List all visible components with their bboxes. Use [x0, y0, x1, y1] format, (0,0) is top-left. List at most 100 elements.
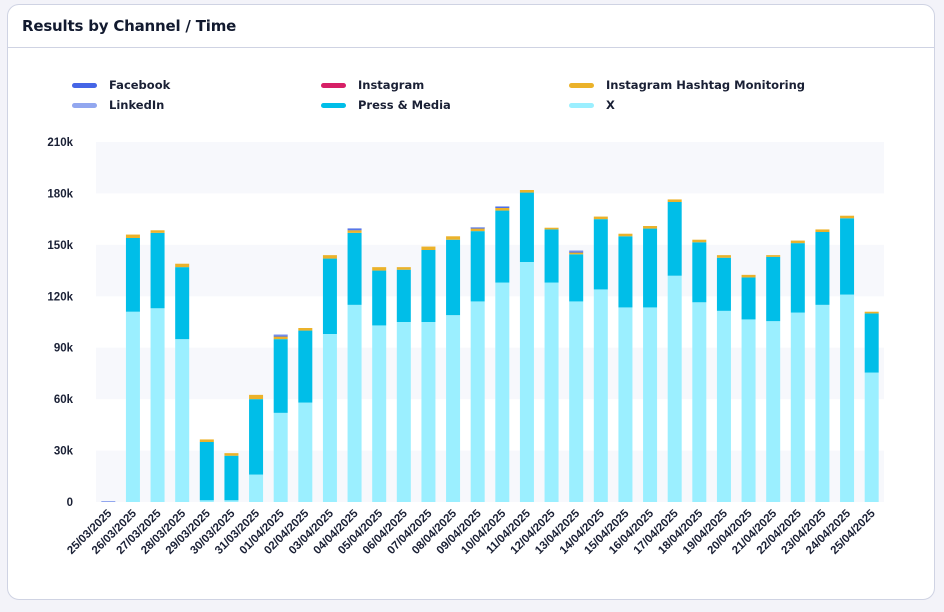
bar-segment-x[interactable] — [249, 474, 264, 502]
bar-segment-facebook[interactable] — [569, 251, 584, 253]
bar-segment-x[interactable] — [495, 282, 510, 502]
bar-segment-press-media[interactable] — [840, 218, 855, 295]
bar-segment-press-media[interactable] — [199, 442, 214, 501]
bar-group[interactable] — [224, 453, 239, 502]
bar-group[interactable] — [519, 190, 534, 502]
bar-group[interactable] — [175, 263, 190, 502]
bar-segment-instagram-hashtag-monitoring[interactable] — [593, 216, 608, 220]
bar-group[interactable] — [741, 274, 756, 502]
bar-segment-x[interactable] — [446, 315, 461, 502]
bar-group[interactable] — [544, 227, 559, 502]
bar-segment-x[interactable] — [618, 307, 633, 502]
bar-group[interactable] — [692, 239, 707, 502]
bar-segment-x[interactable] — [569, 301, 584, 502]
bar-group[interactable] — [569, 250, 584, 502]
bar-segment-press-media[interactable] — [569, 254, 584, 302]
bar-segment-instagram-hashtag-monitoring[interactable] — [716, 255, 731, 258]
bar-segment-x[interactable] — [396, 322, 411, 502]
bar-segment-x[interactable] — [519, 262, 534, 502]
legend-item-facebook[interactable]: Facebook — [72, 78, 170, 92]
bar-segment-instagram-hashtag-monitoring[interactable] — [840, 215, 855, 219]
bar-group[interactable] — [298, 328, 313, 502]
bar-segment-press-media[interactable] — [864, 313, 879, 373]
bar-segment-press-media[interactable] — [347, 232, 362, 305]
bar-group[interactable] — [716, 255, 731, 502]
bar-segment-x[interactable] — [741, 319, 756, 502]
bar-group[interactable] — [372, 267, 387, 502]
bar-group[interactable] — [101, 501, 116, 502]
bar-segment-instagram-hashtag-monitoring[interactable] — [322, 255, 337, 259]
bar-group[interactable] — [766, 255, 781, 502]
bar-segment-press-media[interactable] — [372, 270, 387, 326]
bar-segment-instagram-hashtag-monitoring[interactable] — [544, 227, 559, 230]
bar-segment-press-media[interactable] — [298, 330, 313, 403]
bar-segment-x[interactable] — [815, 304, 830, 502]
bar-group[interactable] — [840, 215, 855, 502]
bar-segment-x[interactable] — [643, 307, 658, 502]
bar-segment-linkedin[interactable] — [273, 334, 288, 336]
bar-segment-instagram-hashtag-monitoring[interactable] — [470, 228, 485, 232]
bar-group[interactable] — [199, 439, 214, 502]
bar-segment-press-media[interactable] — [495, 210, 510, 283]
legend-item-instagram-hashtag-monitoring[interactable]: Instagram Hashtag Monitoring — [569, 78, 805, 92]
bar-segment-press-media[interactable] — [741, 277, 756, 320]
bar-group[interactable] — [446, 236, 461, 502]
bar-segment-instagram-hashtag-monitoring[interactable] — [199, 439, 214, 442]
bar-segment-press-media[interactable] — [150, 232, 165, 309]
bar-segment-x[interactable] — [273, 412, 288, 502]
bar-segment-x[interactable] — [175, 339, 190, 502]
bar-segment-press-media[interactable] — [125, 238, 140, 312]
bar-segment-x[interactable] — [199, 500, 214, 502]
bar-segment-instagram-hashtag-monitoring[interactable] — [249, 394, 264, 400]
bar-segment-press-media[interactable] — [618, 236, 633, 308]
bar-segment-instagram-hashtag-monitoring[interactable] — [446, 236, 461, 240]
bar-segment-x[interactable] — [347, 304, 362, 502]
bar-segment-facebook[interactable] — [495, 207, 510, 208]
legend-item-x[interactable]: X — [569, 98, 615, 112]
bar-segment-facebook[interactable] — [347, 229, 362, 231]
bar-segment-linkedin[interactable] — [347, 228, 362, 230]
bar-group[interactable] — [421, 246, 436, 502]
bar-segment-instagram-hashtag-monitoring[interactable] — [347, 230, 362, 233]
bar-group[interactable] — [495, 206, 510, 502]
bar-segment-x[interactable] — [125, 311, 140, 502]
bar-segment-press-media[interactable] — [322, 258, 337, 334]
bar-segment-instagram-hashtag-monitoring[interactable] — [766, 255, 781, 257]
bar-segment-press-media[interactable] — [519, 192, 534, 262]
bar-segment-x[interactable] — [150, 308, 165, 502]
bar-segment-instagram-hashtag-monitoring[interactable] — [125, 234, 140, 238]
bar-group[interactable] — [273, 334, 288, 502]
bar-segment-instagram-hashtag-monitoring[interactable] — [643, 226, 658, 229]
bar-segment-instagram-hashtag-monitoring[interactable] — [692, 239, 707, 243]
bar-group[interactable] — [643, 226, 658, 502]
bar-segment-instagram-hashtag-monitoring[interactable] — [741, 274, 756, 278]
bar-segment-x[interactable] — [766, 321, 781, 502]
bar-segment-linkedin[interactable] — [101, 501, 116, 502]
bar-segment-instagram-hashtag-monitoring[interactable] — [421, 246, 436, 250]
bar-segment-x[interactable] — [372, 325, 387, 502]
legend-item-linkedin[interactable]: LinkedIn — [72, 98, 164, 112]
bar-segment-instagram-hashtag-monitoring[interactable] — [790, 240, 805, 244]
bar-segment-x[interactable] — [322, 334, 337, 502]
bar-segment-x[interactable] — [298, 402, 313, 502]
bar-segment-instagram-hashtag-monitoring[interactable] — [273, 336, 288, 340]
bar-segment-x[interactable] — [790, 312, 805, 502]
bar-segment-x[interactable] — [593, 289, 608, 502]
bar-segment-instagram-hashtag-monitoring[interactable] — [519, 190, 534, 193]
bar-group[interactable] — [150, 230, 165, 502]
bar-segment-x[interactable] — [692, 302, 707, 502]
bar-segment-instagram-hashtag-monitoring[interactable] — [667, 199, 682, 202]
bar-group[interactable] — [815, 229, 830, 502]
bar-segment-x[interactable] — [224, 500, 239, 502]
bar-segment-x[interactable] — [544, 282, 559, 502]
bar-segment-instagram-hashtag-monitoring[interactable] — [150, 230, 165, 233]
bar-segment-instagram-hashtag-monitoring[interactable] — [298, 328, 313, 331]
bar-group[interactable] — [322, 255, 337, 502]
bar-segment-instagram-hashtag-monitoring[interactable] — [396, 267, 411, 270]
bar-segment-linkedin[interactable] — [495, 206, 510, 208]
bar-segment-press-media[interactable] — [766, 256, 781, 322]
bar-segment-facebook[interactable] — [273, 335, 288, 337]
bar-segment-instagram-hashtag-monitoring[interactable] — [224, 453, 239, 456]
bar-segment-press-media[interactable] — [249, 399, 264, 475]
bar-segment-press-media[interactable] — [421, 250, 436, 322]
